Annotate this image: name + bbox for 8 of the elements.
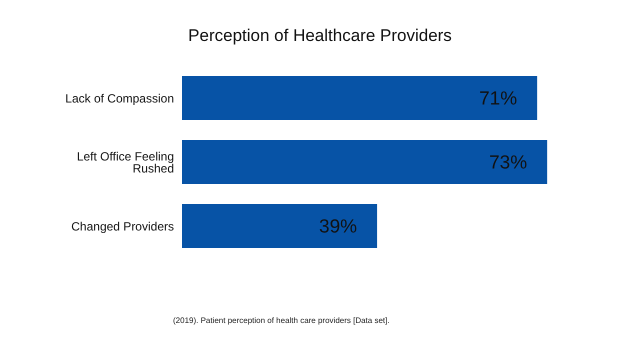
text: (2019). Patient perception of health care providers [Data set]. [173, 316, 390, 325]
chart-title: Perception of Healthcare Providers [187, 26, 453, 46]
y-tick-label: Changed Providers [71, 219, 174, 234]
data-label: 39% [319, 216, 358, 238]
data-label: 71% [479, 88, 518, 110]
y-tick-label: Left Office Feeling Rushed [76, 149, 174, 176]
y-tick-label: Lack of Compassion [65, 91, 174, 106]
data-label: 73% [489, 152, 528, 174]
